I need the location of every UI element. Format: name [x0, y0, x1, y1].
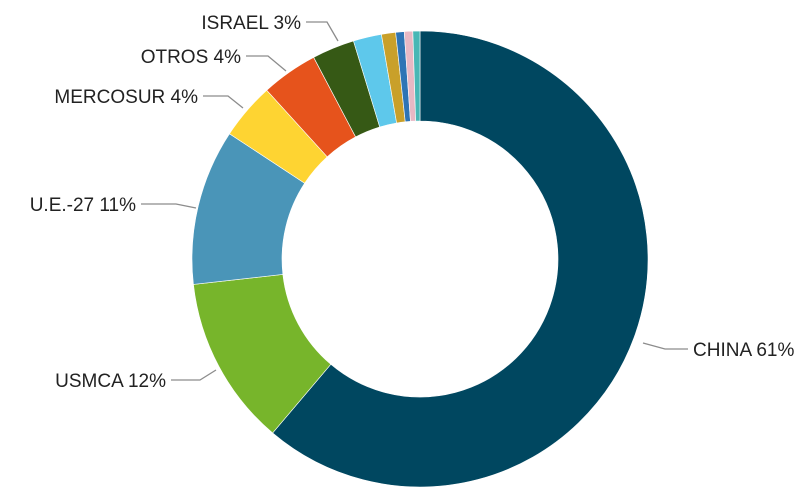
- leader-line-otros: [246, 55, 287, 72]
- leader-lines: [141, 21, 688, 381]
- leader-line-israel: [306, 21, 339, 42]
- slice-minor-10: [412, 30, 421, 122]
- label-ue27: U.E.-27 11%: [30, 195, 136, 216]
- label-israel: ISRAEL 3%: [201, 13, 301, 34]
- donut-slices: [191, 30, 649, 487]
- leader-line-mercosur: [203, 95, 244, 109]
- label-mercosur: MERCOSUR 4%: [54, 87, 198, 108]
- label-china: CHINA 61%: [693, 340, 794, 361]
- slice-labels: CHINA 61% USMCA 12% U.E.-27 11% MERCOSUR…: [30, 13, 795, 392]
- label-otros: OTROS 4%: [141, 47, 241, 68]
- leader-line-ue27: [141, 203, 197, 209]
- label-usmca: USMCA 12%: [55, 371, 166, 392]
- leader-line-usmca: [171, 369, 217, 381]
- leader-line-china: [642, 342, 688, 350]
- slice-china: [272, 30, 649, 487]
